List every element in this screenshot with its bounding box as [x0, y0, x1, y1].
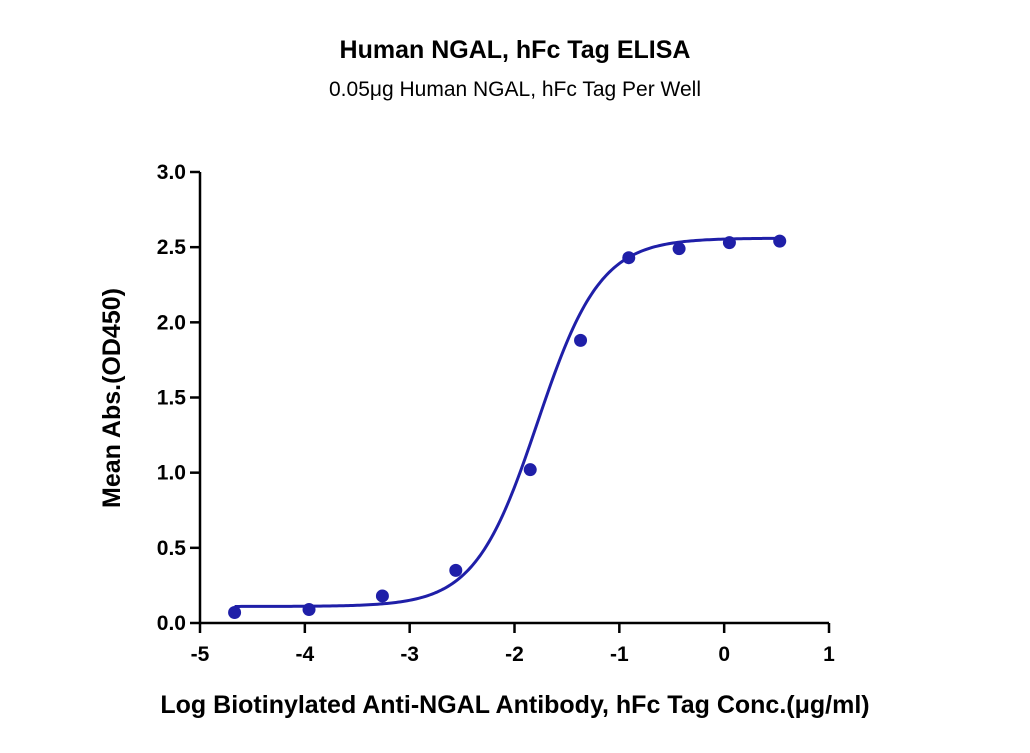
y-tick-label: 2.0 — [157, 311, 186, 334]
y-axis: 0.0 0.5 1.0 1.5 2.0 2.5 3.0 — [157, 161, 202, 635]
y-tick-label: 0.5 — [157, 537, 187, 560]
data-point — [523, 463, 537, 477]
x-axis-label: Log Biotinylated Anti-NGAL Antibody, hFc… — [160, 691, 869, 719]
y-tick-label: 1.5 — [157, 387, 187, 410]
fit-curve — [234, 236, 780, 608]
data-point — [672, 242, 686, 256]
y-tick-label: 0.0 — [157, 612, 186, 635]
x-tick-label: -5 — [191, 643, 210, 666]
data-point — [773, 234, 787, 248]
y-tick-label: 3.0 — [157, 161, 186, 184]
data-point — [302, 602, 316, 616]
data-point — [722, 236, 736, 250]
data-point — [622, 251, 636, 265]
chart-title: Human NGAL, hFc Tag ELISA — [340, 36, 691, 64]
x-tick-label: -1 — [610, 643, 629, 666]
y-tick-label: 1.0 — [157, 462, 186, 485]
x-tick-label: -4 — [295, 643, 314, 666]
chart-subtitle: 0.05μg Human NGAL, hFc Tag Per Well — [329, 78, 701, 101]
data-points — [228, 234, 787, 619]
y-tick-label: 2.5 — [157, 236, 187, 259]
x-tick-label: -2 — [505, 643, 524, 666]
data-point — [375, 589, 389, 603]
fit-curve-layer — [234, 236, 780, 608]
data-point — [574, 333, 588, 347]
y-axis-label: Mean Abs.(OD450) — [98, 288, 126, 508]
x-axis: -5 -4 -3 -2 -1 0 1 — [191, 621, 835, 666]
data-point — [449, 563, 463, 577]
x-tick-label: 0 — [718, 643, 730, 666]
x-tick-label: -3 — [400, 643, 419, 666]
data-point — [228, 605, 242, 619]
x-tick-label: 1 — [823, 643, 835, 666]
